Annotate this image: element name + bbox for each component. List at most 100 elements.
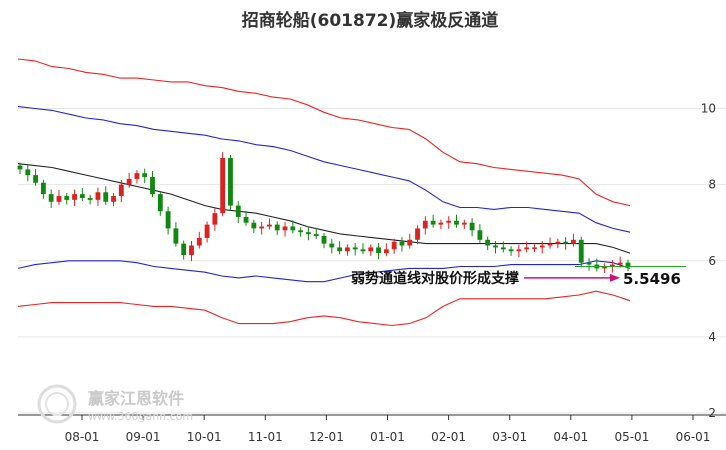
candle-body bbox=[368, 247, 374, 252]
watermark-text: 赢家江恩软件 bbox=[88, 389, 184, 408]
candle-body bbox=[477, 230, 483, 240]
watermark-logo-icon bbox=[37, 384, 77, 424]
band-outer-lower bbox=[17, 290, 631, 327]
candle-body bbox=[352, 247, 358, 250]
chart-title: 招商轮船(601872)赢家极反通道 bbox=[242, 10, 499, 31]
candle-body bbox=[360, 249, 366, 252]
x-tick-label: 09-01 bbox=[126, 430, 161, 444]
candle-body bbox=[259, 226, 265, 229]
candle-body bbox=[212, 213, 218, 225]
candle-body bbox=[532, 247, 537, 249]
x-tick-label: 06-01 bbox=[676, 430, 711, 444]
watermark-url: www.360gann.com bbox=[88, 410, 193, 423]
x-tick-label: 01-01 bbox=[370, 430, 405, 444]
candle-body bbox=[173, 228, 179, 244]
candle-body bbox=[609, 264, 615, 267]
x-tick-label: 10-01 bbox=[187, 430, 222, 444]
band-inner-upper bbox=[17, 106, 631, 233]
annotation-group: 弱势通道线对股价形成支撑 5.5496 bbox=[351, 265, 686, 288]
candle-body bbox=[298, 230, 304, 233]
candle-body bbox=[461, 222, 467, 225]
candle-body bbox=[165, 211, 171, 229]
x-tick-label: 04-01 bbox=[553, 430, 588, 444]
x-tick-label: 02-01 bbox=[431, 430, 466, 444]
candle-body bbox=[516, 249, 522, 252]
candle-body bbox=[72, 194, 77, 200]
watermark-logo-inner-icon bbox=[45, 392, 69, 416]
candle-body bbox=[196, 237, 202, 246]
candle-body bbox=[181, 243, 187, 256]
y-tick-label: 8 bbox=[708, 178, 716, 192]
candle-body bbox=[602, 266, 608, 269]
candle-body bbox=[415, 228, 420, 240]
candle-body bbox=[555, 241, 561, 244]
candle-body bbox=[274, 224, 280, 231]
candle-body bbox=[103, 192, 109, 202]
candle-body bbox=[493, 245, 498, 248]
candlesticks bbox=[17, 151, 631, 273]
candle-body bbox=[547, 243, 553, 246]
x-tick-label: 08-01 bbox=[65, 430, 100, 444]
candle-body bbox=[438, 222, 444, 225]
x-axis: 08-01 09-01 10-01 11-01 12-01 01-01 02-01 03-01… bbox=[18, 414, 726, 444]
candle-body bbox=[189, 245, 194, 256]
arrow-head-icon bbox=[610, 273, 620, 282]
candle-body bbox=[571, 239, 576, 244]
candle-body bbox=[329, 243, 335, 248]
x-tick-label: 11-01 bbox=[248, 430, 283, 444]
candle-body bbox=[243, 216, 249, 223]
candle-body bbox=[25, 169, 31, 176]
candle-body bbox=[539, 245, 545, 248]
candle-body bbox=[235, 205, 241, 217]
candle-body bbox=[422, 220, 428, 229]
candle-body bbox=[391, 241, 397, 250]
candle-body bbox=[118, 184, 124, 197]
candle-body bbox=[142, 173, 148, 178]
candle-body bbox=[454, 220, 459, 225]
watermark: 赢家江恩软件 www.360gann.com bbox=[37, 384, 193, 424]
candle-body bbox=[40, 182, 46, 195]
x-tick-label: 03-01 bbox=[492, 430, 527, 444]
y-tick-label: 10 bbox=[701, 102, 716, 116]
y-tick-label: 2 bbox=[708, 406, 716, 420]
candle-body bbox=[383, 249, 389, 254]
candle-body bbox=[344, 247, 350, 252]
band-outer-upper bbox=[17, 58, 631, 207]
candle-body bbox=[267, 224, 272, 227]
candle-body bbox=[17, 165, 23, 170]
candle-body bbox=[313, 234, 319, 237]
candle-body bbox=[95, 192, 101, 200]
candle-body bbox=[48, 194, 54, 202]
candle-body bbox=[399, 241, 405, 246]
candle-body bbox=[524, 247, 530, 250]
annotation-text: 弱势通道线对股价形成支撑 bbox=[351, 270, 519, 287]
candle-body bbox=[220, 157, 226, 214]
candle-body bbox=[251, 222, 257, 229]
candle-body bbox=[64, 196, 70, 200]
channel-bands bbox=[17, 58, 631, 327]
candle-body bbox=[508, 249, 514, 252]
y-tick-label: 4 bbox=[708, 330, 716, 344]
candle-body bbox=[376, 247, 381, 254]
candle-body bbox=[337, 247, 343, 252]
candle-body bbox=[290, 226, 296, 231]
candle-body bbox=[157, 194, 163, 212]
candle-body bbox=[56, 196, 62, 202]
support-value-label: 5.5496 bbox=[623, 270, 681, 288]
candle-body bbox=[33, 175, 39, 183]
candle-body bbox=[79, 194, 85, 198]
candle-body bbox=[446, 220, 452, 223]
candle-body bbox=[407, 239, 413, 246]
candle-body bbox=[134, 173, 140, 179]
candle-body bbox=[150, 177, 155, 195]
candle-body bbox=[204, 224, 210, 238]
candle-body bbox=[485, 239, 491, 246]
y-axis: 2 4 6 8 10 bbox=[701, 102, 716, 420]
candle-body bbox=[87, 197, 93, 200]
candle-body bbox=[578, 239, 584, 263]
grid-lines bbox=[18, 108, 726, 414]
candle-body bbox=[282, 226, 288, 231]
candle-body bbox=[321, 236, 327, 244]
x-tick-label: 12-01 bbox=[309, 430, 344, 444]
